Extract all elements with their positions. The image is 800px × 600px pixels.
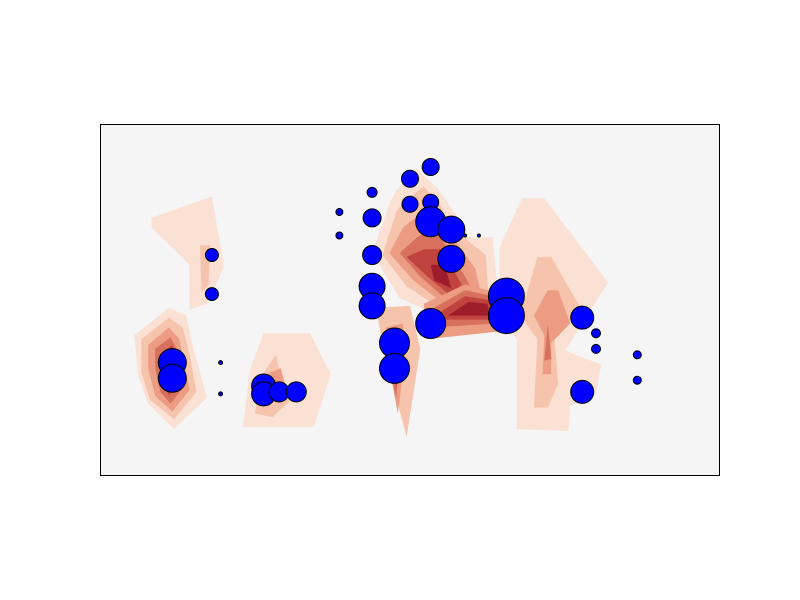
scatter-point [204, 248, 219, 262]
contour-level-4 [544, 323, 552, 361]
scatter-point [401, 169, 419, 188]
scatter-point [335, 231, 344, 240]
contour-level-6 [430, 264, 452, 289]
plot-area [100, 124, 720, 476]
scatter-point [487, 297, 525, 335]
scatter-point [476, 233, 481, 238]
scatter-point [632, 350, 642, 360]
scatter-point [570, 305, 595, 330]
density-region-asia-east [499, 198, 609, 431]
plot-frame [100, 124, 720, 476]
scatter-point [379, 352, 410, 384]
scatter-point [591, 343, 601, 354]
scatter-point [591, 328, 601, 339]
scatter-point [358, 292, 386, 320]
scatter-point [366, 186, 378, 198]
scatter-point [415, 308, 447, 339]
scatter-point [157, 363, 187, 393]
contour-level-3 [534, 290, 571, 375]
scatter-point [437, 215, 466, 244]
scatter-point [335, 208, 344, 216]
scatter-points [157, 158, 642, 407]
scatter-point [218, 391, 224, 397]
density-region-middle-east [423, 284, 502, 340]
scatter-point [218, 360, 224, 366]
scatter-point [437, 244, 466, 273]
scatter-point [401, 195, 419, 213]
scatter-point [463, 233, 468, 238]
scatter-point [362, 208, 382, 228]
scatter-point [421, 158, 440, 176]
scatter-point [362, 245, 383, 265]
scatter-point [632, 375, 642, 385]
contour-level-6 [447, 302, 490, 316]
scatter-point [570, 379, 595, 404]
scatter-point [204, 287, 219, 302]
scatter-point [285, 381, 307, 403]
